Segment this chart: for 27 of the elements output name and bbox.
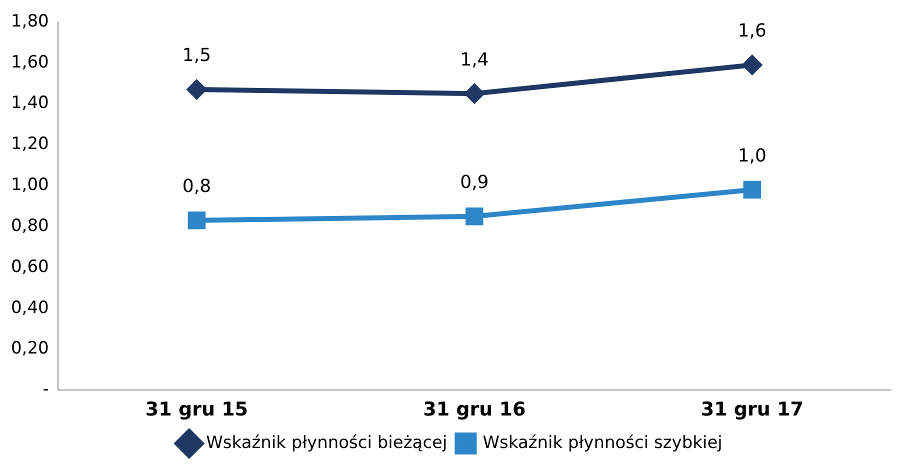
x-tick-label: 31 gru 15 <box>145 398 248 421</box>
y-tick-label: 0,20 <box>10 338 49 359</box>
point <box>187 80 206 100</box>
y-tick-label: 0,60 <box>10 256 49 277</box>
point <box>466 207 484 226</box>
point <box>743 180 762 199</box>
y-tick-label: 0,40 <box>10 298 49 318</box>
data-label: 1,4 <box>460 49 489 70</box>
y-tick-label: 1,60 <box>10 52 49 72</box>
data-label: 1,5 <box>182 45 212 66</box>
x-tick-label: 31 gru 17 <box>700 398 804 421</box>
y-tick-label: 1,40 <box>10 93 49 114</box>
y-tick-label: 1,80 <box>10 11 49 32</box>
y-tick-label: 1,00 <box>10 175 49 196</box>
data-label: 0,8 <box>182 176 212 198</box>
legend-label: Wskaźnik płynności bieżącej <box>206 432 448 453</box>
point <box>188 212 206 230</box>
data-label: 1,0 <box>738 145 766 166</box>
legend-label: Wskaźnik płynności szybkiej <box>482 432 722 453</box>
y-tick-label: - <box>42 380 49 400</box>
x-tick-label: 31 gru 16 <box>423 398 526 421</box>
point <box>742 55 762 74</box>
data-label: 1,6 <box>738 20 766 42</box>
point <box>464 84 484 104</box>
y-tick-label: 0,80 <box>10 216 49 236</box>
y-tick-label: 1,20 <box>10 134 49 154</box>
data-label: 0,9 <box>460 172 489 193</box>
